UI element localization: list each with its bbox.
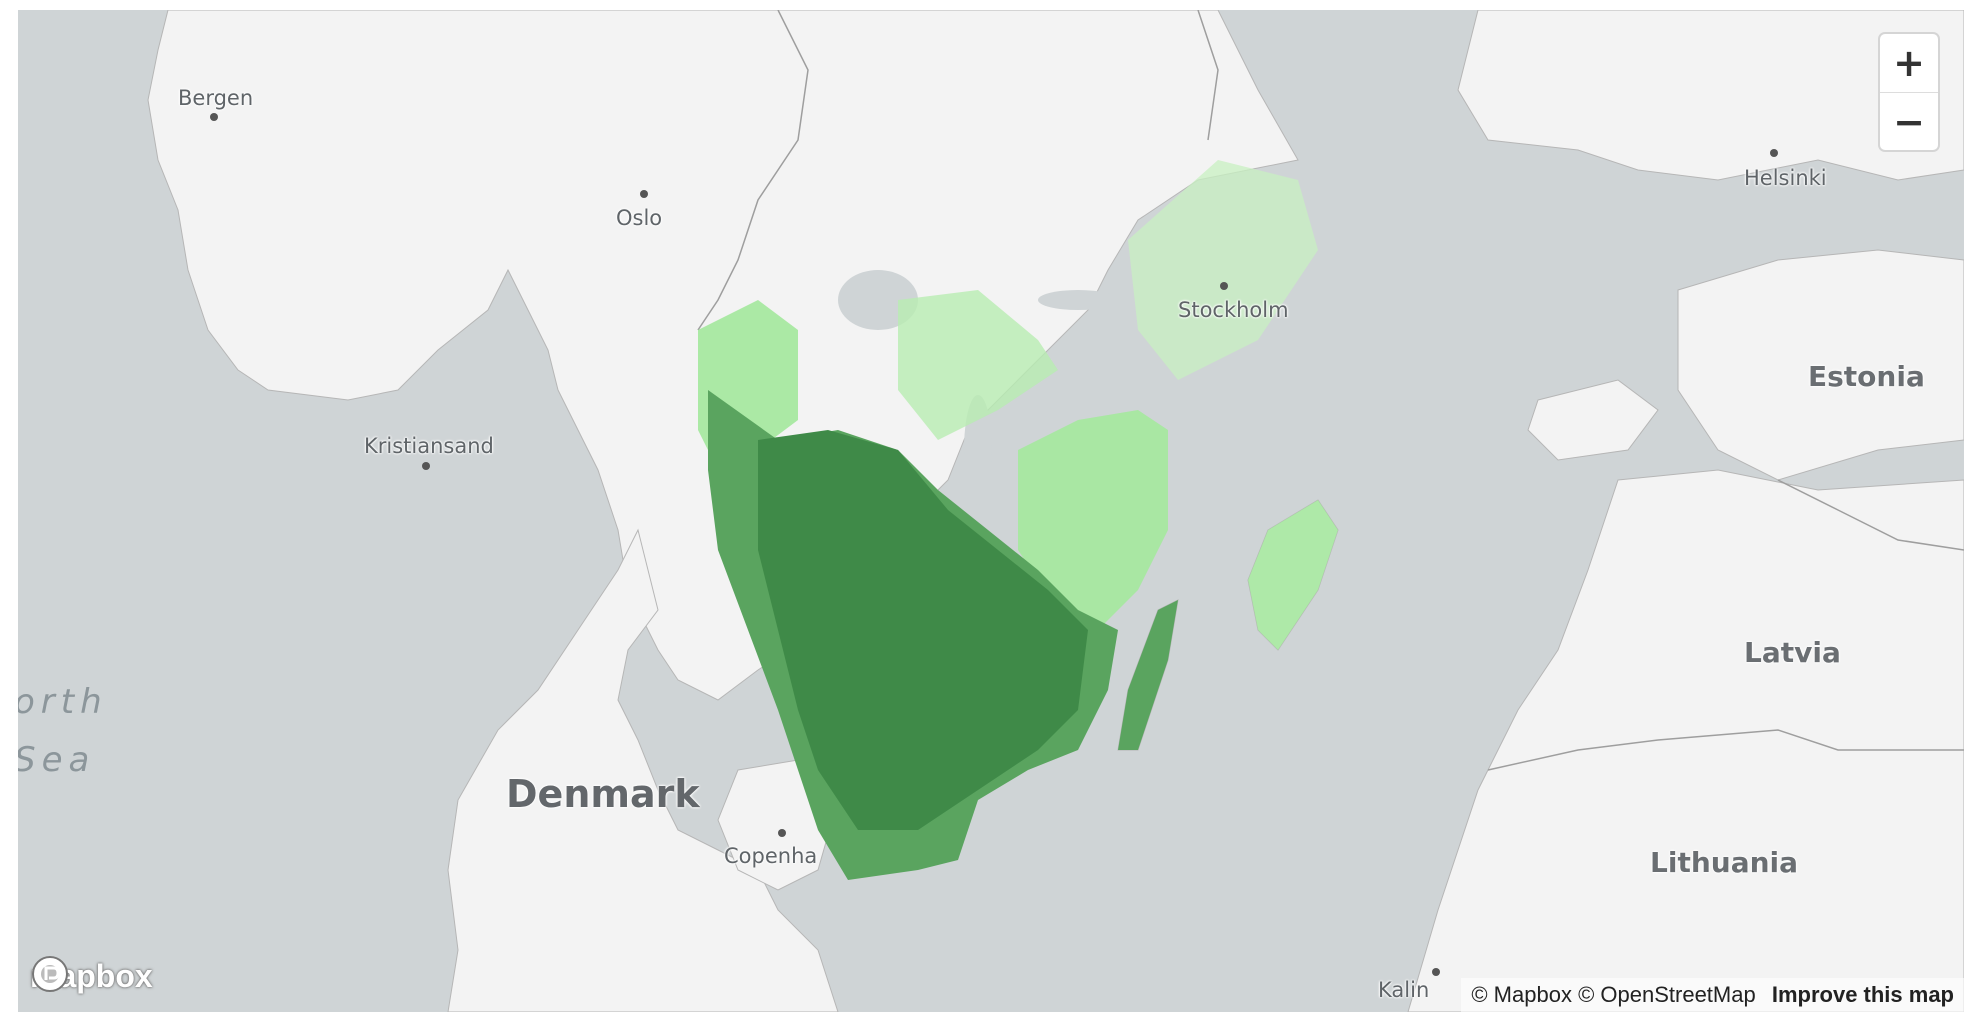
city-dot-oslo <box>640 190 648 198</box>
label-stockholm: Stockholm <box>1178 298 1289 322</box>
label-estonia: Estonia <box>1808 360 1925 393</box>
saaremaa-land <box>1527 379 1659 461</box>
label-bergen: Bergen <box>178 86 254 110</box>
improve-map-link[interactable]: Improve this map <box>1771 982 1954 1007</box>
label-lithuania: Lithuania <box>1650 846 1799 879</box>
mapbox-logo[interactable]: mapbox <box>30 954 153 998</box>
label-kaliningrad: Kalin <box>1378 978 1430 1002</box>
city-dot-kristiansand <box>422 462 430 470</box>
density-low-area-gotland <box>1248 500 1338 650</box>
border-norway-sweden <box>697 10 809 331</box>
border-estonia <box>1777 479 1964 551</box>
density-low-area-4 <box>1018 410 1168 630</box>
city-dot-helsinki <box>1770 149 1778 157</box>
zoom-out-button[interactable]: − <box>1880 92 1938 150</box>
city-dot-kaliningrad <box>1432 968 1440 976</box>
finland-land <box>1457 10 1964 181</box>
mapbox-logo-icon <box>32 956 68 992</box>
city-dot-bergen <box>210 113 218 121</box>
denmark-land <box>447 528 839 1012</box>
zoom-in-button[interactable]: + <box>1880 34 1938 92</box>
attribution-osm[interactable]: © OpenStreetMap <box>1578 982 1756 1007</box>
zoom-control: + − <box>1880 34 1938 150</box>
label-helsinki: Helsinki <box>1744 166 1827 190</box>
label-copenhagen: Copenha <box>724 844 818 868</box>
city-dot-stockholm <box>1220 282 1228 290</box>
border-latvia <box>1487 729 1964 771</box>
label-north-sea-line1: orth <box>18 682 108 722</box>
city-dot-copenhagen <box>778 829 786 837</box>
label-kristiansand: Kristiansand <box>364 434 494 458</box>
estonia-land <box>1677 249 1964 481</box>
attribution-bar: © Mapbox © OpenStreetMap Improve this ma… <box>1461 978 1964 1012</box>
map-basemap <box>18 10 1964 1012</box>
label-oslo: Oslo <box>616 206 663 230</box>
attribution-mapbox[interactable]: © Mapbox <box>1471 982 1572 1007</box>
density-mid-oland <box>1118 600 1178 750</box>
lake-malaren <box>1038 290 1118 310</box>
border-sweden-finland <box>1197 10 1219 141</box>
label-north-sea-line2: Sea <box>18 740 96 780</box>
density-low-area-3 <box>1128 160 1318 380</box>
baltics-land <box>1407 469 1964 1012</box>
density-high-area <box>758 430 1088 830</box>
map-canvas[interactable]: Bergen Oslo Kristiansand Stockholm Helsi… <box>18 10 1964 1012</box>
label-latvia: Latvia <box>1744 636 1841 669</box>
density-low-area-2 <box>898 290 1058 440</box>
label-denmark: Denmark <box>506 772 700 816</box>
